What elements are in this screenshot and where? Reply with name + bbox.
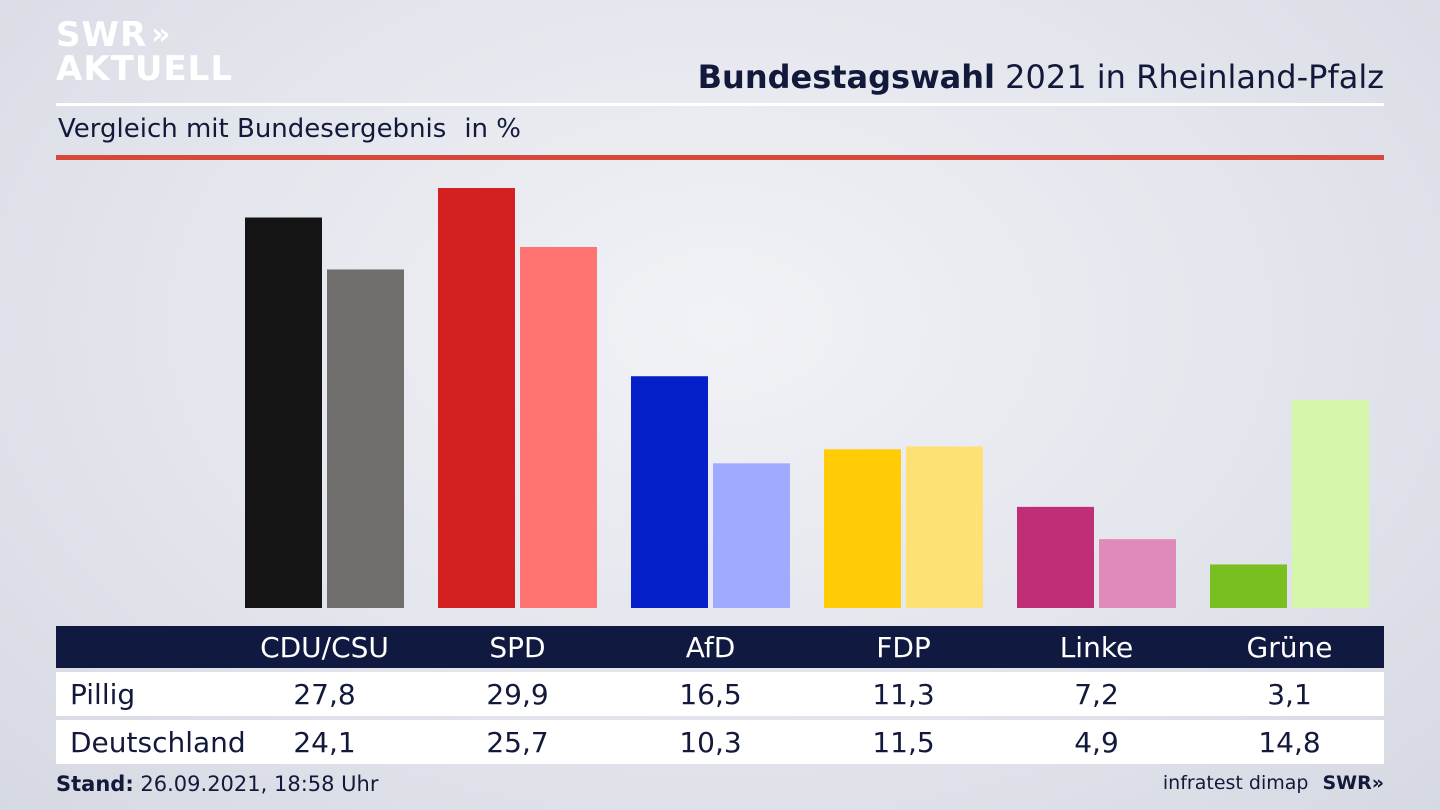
stand-value: 26.09.2021, 18:58 Uhr [133,772,379,796]
table-cell: 29,9 [486,677,549,711]
row-label: Deutschland [70,725,246,759]
table-cell: 4,9 [1074,725,1119,759]
table-header-fdp: FDP [876,630,931,664]
table-row: Pillig 27,8 29,9 16,5 11,3 7,2 3,1 [56,672,1384,716]
bar-linke-pillig [1017,506,1094,608]
table-header-gr-ne: Grüne [1246,630,1333,664]
table-cell: 27,8 [293,677,356,711]
table-cell: 25,7 [486,725,549,759]
source-text: infratest dimap [1162,772,1309,794]
bar-cdu-csu-pillig [245,217,322,608]
table-header-linke: Linke [1059,630,1134,664]
table-cell: 24,1 [293,725,356,759]
bar-afd-deutschland [713,463,790,608]
bar-gr-ne-deutschland [1292,400,1369,608]
title-rest: 2021 in Rheinland-Pfalz [995,58,1384,96]
table-header-row: CDU/CSU SPD AfD FDP Linke Grüne [56,626,1384,668]
bar-afd-pillig [631,376,708,608]
bar-spd-deutschland [520,246,597,609]
table-cell: 16,5 [679,677,742,711]
source-credit: infratest dimap SWR» [1163,772,1384,794]
table-cell: 10,3 [679,725,742,759]
table-body: Pillig 27,8 29,9 16,5 11,3 7,2 3,1 Deutschland 2… [56,672,1384,764]
table-header-spd: SPD [489,630,546,664]
page-title: Bundestagswahl 2021 in Rheinland-Pfalz [698,58,1384,96]
swr-brand-logo: SWR» [1322,772,1384,794]
accent-divider [56,155,1384,160]
results-table: CDU/CSU SPD AfD FDP Linke Grüne Pillig 27,8 29,… [56,626,1384,764]
table-header-afd: AfD [685,630,736,664]
table-cell: 3,1 [1267,677,1312,711]
bar-linke-deutschland [1099,539,1176,608]
title-bold: Bundestagswahl [697,58,995,96]
bar-cdu-csu-deutschland [327,269,404,608]
title-divider [56,103,1384,106]
subtitle-text: Vergleich mit Bundesergebnis [58,114,447,144]
table-cell: 11,3 [872,677,935,711]
bar-spd-pillig [438,188,515,608]
timestamp: Stand: 26.09.2021, 18:58 Uhr [56,772,379,796]
table-cell: 11,5 [872,725,935,759]
bar-fdp-deutschland [906,446,983,608]
table-row: Deutschland 24,1 25,7 10,3 11,5 4,9 14,8 [56,720,1384,764]
stand-label: Stand: [56,772,134,796]
table-cell: 14,8 [1258,725,1321,759]
swr-aktuell-logo: SWR» AKTUELL [56,15,234,89]
bar-fdp-pillig [824,449,901,608]
table-cell: 7,2 [1074,677,1119,711]
subtitle: Vergleich mit Bundesergebnis in % [58,114,521,144]
bar-gr-ne-pillig [1210,564,1287,608]
unit-label: in % [464,114,521,144]
table-header-cdu-csu: CDU/CSU [260,630,389,664]
logo-aktuell: AKTUELL [56,49,234,89]
logo-swr: SWR [56,15,148,55]
row-label: Pillig [70,677,136,711]
